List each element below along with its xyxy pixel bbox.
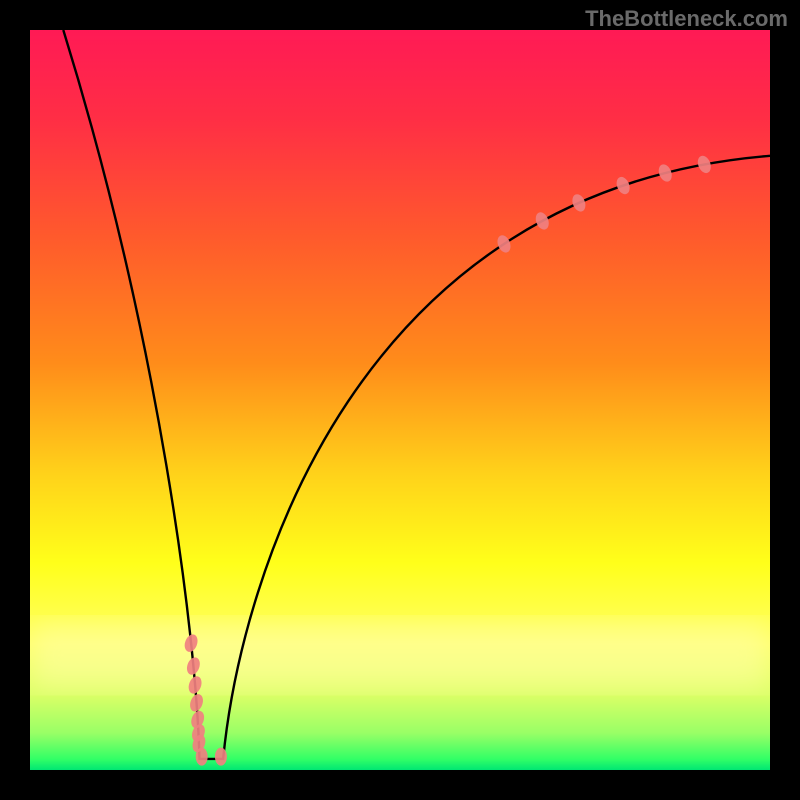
bottleneck-chart <box>30 30 770 770</box>
yellow-glow-band <box>30 622 770 689</box>
chart-frame <box>30 30 770 770</box>
marker-dot <box>196 748 208 766</box>
watermark-text: TheBottleneck.com <box>585 6 788 32</box>
marker-dot <box>215 748 227 766</box>
